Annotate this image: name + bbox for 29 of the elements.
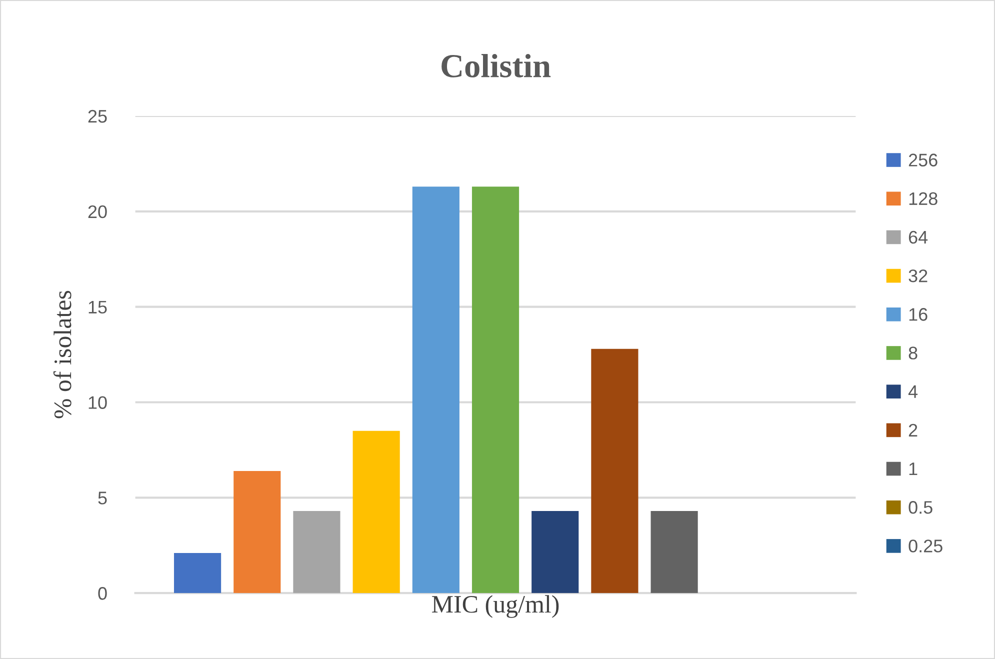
y-tick-label: 0	[98, 587, 107, 600]
legend-label: 2	[908, 424, 918, 436]
bar	[352, 430, 400, 594]
x-axis-title: MIC (ug/ml)	[432, 595, 559, 618]
legend-label: 0.25	[908, 540, 942, 552]
chart-title: Colistin	[442, 54, 551, 78]
legend-label: 1	[909, 462, 918, 476]
legend-label: 32	[908, 269, 928, 282]
y-tick-label: 25	[88, 110, 107, 123]
bar	[532, 511, 579, 594]
y-tick-label: 5	[98, 492, 107, 504]
bar	[472, 186, 520, 594]
y-tick-label: 10	[88, 396, 107, 409]
legend-label: 4	[908, 385, 918, 398]
bar	[591, 348, 638, 594]
legend-label: 64	[908, 230, 928, 244]
y-tick-label: 20	[88, 205, 107, 218]
legend-label: 128	[909, 192, 938, 206]
bar	[412, 186, 460, 594]
bar	[174, 553, 222, 594]
legend-label: 8	[908, 346, 918, 360]
legend-label: 16	[909, 308, 928, 321]
bar	[293, 511, 340, 594]
y-tick-label: 15	[88, 300, 107, 314]
bar	[650, 511, 698, 594]
bar	[234, 470, 281, 594]
y-axis-title: % of isolates	[53, 290, 72, 418]
legend-label: 0.5	[908, 501, 932, 514]
legend-label: 256	[908, 154, 938, 166]
